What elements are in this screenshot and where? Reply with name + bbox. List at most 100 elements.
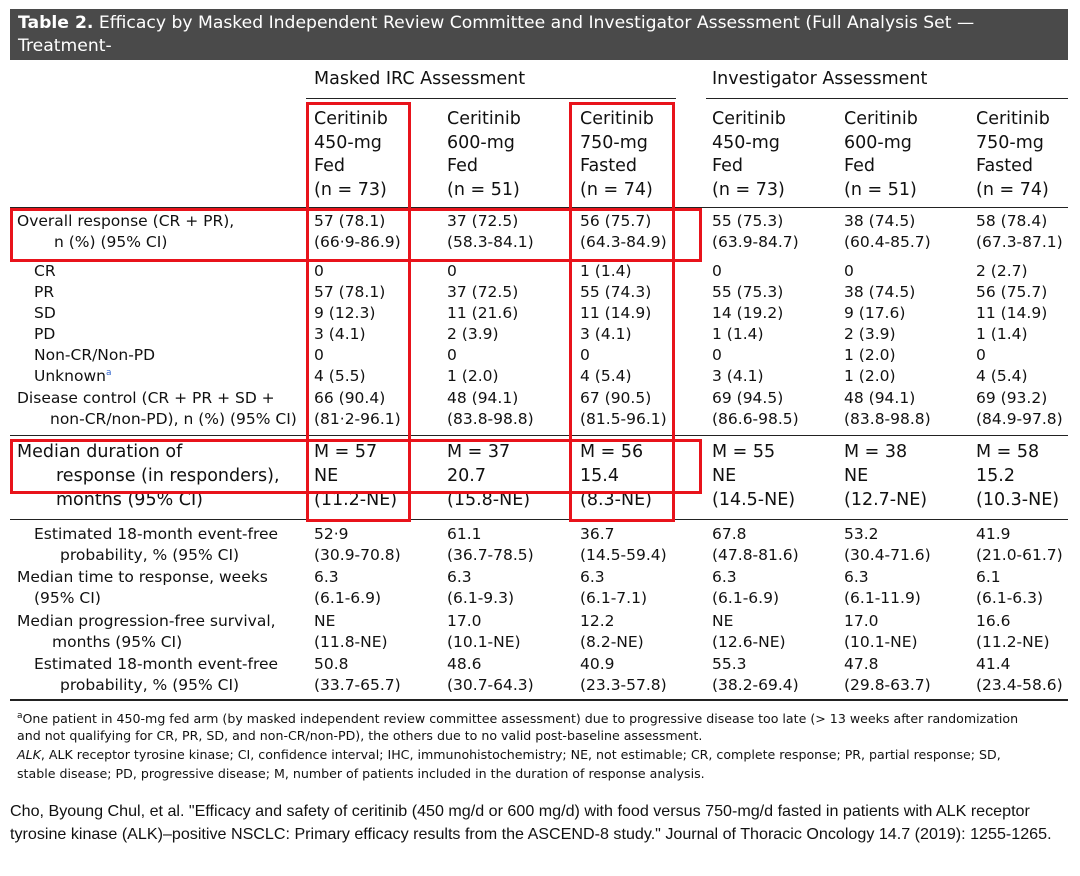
table-cell: (33.7-65.7): [314, 676, 401, 694]
footnote-a-line2: and not qualifying for CR, PR, SD, and n…: [17, 728, 703, 743]
table-cell: 15.4: [580, 466, 619, 486]
row-label: CR: [34, 262, 56, 280]
table-cell: (64.3-84.9): [580, 233, 667, 251]
table-cell: 55 (75.3): [712, 283, 784, 301]
table-cell: (86.6-98.5): [712, 410, 799, 428]
table-cell: 0: [712, 262, 722, 280]
table-cell: 48 (94.1): [844, 389, 916, 407]
row-label: Disease control (CR + PR + SD +: [17, 389, 275, 407]
table-title-line2a: Naive Patients Who Are: [18, 59, 225, 79]
row-label: Overall response (CR + PR),: [17, 212, 235, 230]
footnote-marker: a: [17, 711, 23, 721]
table-cell: (6.1-7.1): [580, 589, 647, 607]
table-cell: (14.5-59.4): [580, 546, 667, 564]
table-cell: (84.9-97.8): [976, 410, 1063, 428]
table-cell: 15.2: [976, 466, 1015, 486]
table-cell: 50.8: [314, 655, 349, 673]
table-cell: 69 (94.5): [712, 389, 784, 407]
column-header: Ceritinib 600-mg Fed (n = 51): [447, 109, 521, 200]
table-cell: (15.8-NE): [447, 490, 531, 510]
table-cell: 38 (74.5): [844, 283, 916, 301]
table-cell: 4 (5.4): [580, 367, 632, 385]
row-label: Median duration of: [17, 442, 183, 462]
table-cell: 47.8: [844, 655, 879, 673]
table-cell: 11 (21.6): [447, 304, 519, 322]
row-label: SD: [34, 304, 56, 322]
table-cell: (6.1-6.9): [712, 589, 779, 607]
table-cell: NE: [712, 466, 737, 486]
table-cell: (11.2-NE): [314, 490, 398, 510]
table-cell: 48 (94.1): [447, 389, 519, 407]
row-label: Estimated 18-month event-free: [34, 655, 279, 673]
divider: [10, 699, 1068, 701]
table-cell: (12.7-NE): [844, 490, 928, 510]
table-cell: NE: [844, 466, 869, 486]
table-cell: (47.8-81.6): [712, 546, 799, 564]
table-cell: 0: [447, 346, 457, 364]
column-header: Ceritinib 450-mg Fed (n = 73): [712, 109, 786, 200]
table-cell: 0: [580, 346, 590, 364]
table-cell: 17.0: [844, 612, 879, 630]
group-underline-investigator: [706, 98, 1068, 99]
table-cell: (6.1-9.3): [447, 589, 514, 607]
table-cell: 56 (75.7): [580, 212, 652, 230]
table-cell: 58 (78.4): [976, 212, 1048, 230]
divider: [10, 435, 1068, 436]
table-cell: 55 (75.3): [712, 212, 784, 230]
column-header: Ceritinib 750-mg Fasted (n = 74): [976, 109, 1050, 200]
table-title-line2b: -Positive by IHC, n = 198): [257, 59, 479, 79]
table-cell: 9 (12.3): [314, 304, 376, 322]
divider: [10, 519, 1068, 520]
row-label: Unknowna: [34, 367, 112, 385]
table-cell: 1 (1.4): [976, 325, 1028, 343]
table-cell: 1 (1.4): [712, 325, 764, 343]
table-cell: 38 (74.5): [844, 212, 916, 230]
table-cell: 0: [447, 262, 457, 280]
table-cell: (10.3-NE): [976, 490, 1060, 510]
row-label: PD: [34, 325, 56, 343]
group-header-irc: Masked IRC Assessment: [314, 69, 526, 89]
row-label: Non-CR/Non-PD: [34, 346, 156, 364]
table-cell: 3 (4.1): [712, 367, 764, 385]
table-title: Table 2. Efficacy by Masked Independent …: [10, 9, 1068, 79]
table-cell: NE: [712, 612, 734, 630]
table-cell: 1 (2.0): [844, 367, 896, 385]
table-cell: (63.9-84.7): [712, 233, 799, 251]
footnote-marker: a: [105, 367, 112, 378]
row-label: non-CR/non-PD), n (%) (95% CI): [50, 410, 297, 428]
table-cell: (8.3-NE): [580, 490, 652, 510]
table-cell: 6.3: [844, 568, 869, 586]
row-label: months (95% CI): [56, 490, 203, 510]
footnote-a-line1: aOne patient in 450-mg fed arm (by maske…: [17, 711, 1019, 727]
table-cell: 3 (4.1): [580, 325, 632, 343]
table-cell: 0: [844, 262, 854, 280]
column-header: Ceritinib 450-mg Fed (n = 73): [314, 109, 388, 200]
table-cell: 41.9: [976, 525, 1011, 543]
table-cell: 1 (1.4): [580, 262, 632, 280]
table-cell: 67 (90.5): [580, 389, 652, 407]
table-cell: M = 37: [447, 442, 511, 462]
table-cell: (21.0-61.7): [976, 546, 1063, 564]
table-cell: (11.8-NE): [314, 633, 388, 651]
table-cell: (6.1-11.9): [844, 589, 921, 607]
table-cell: 6.3: [314, 568, 339, 586]
table-cell: 57 (78.1): [314, 212, 386, 230]
table-cell: 11 (14.9): [580, 304, 652, 322]
table-cell: M = 56: [580, 442, 644, 462]
table-cell: 41.4: [976, 655, 1011, 673]
table-cell: (38.2-69.4): [712, 676, 799, 694]
table-cell: (67.3-87.1): [976, 233, 1063, 251]
column-header: Ceritinib 600-mg Fed (n = 51): [844, 109, 918, 200]
row-label: probability, % (95% CI): [60, 546, 240, 564]
footnote-abbr-line2: stable disease; PD, progressive disease;…: [17, 766, 705, 781]
table-cell: 2 (3.9): [447, 325, 499, 343]
table-cell: M = 38: [844, 442, 908, 462]
table-cell: (58.3-84.1): [447, 233, 534, 251]
table-cell: 0: [976, 346, 986, 364]
table-cell: (81·2-96.1): [314, 410, 401, 428]
table-cell: 61.1: [447, 525, 482, 543]
table-cell: (10.1-NE): [844, 633, 918, 651]
table-cell: 1 (2.0): [447, 367, 499, 385]
row-label: (95% CI): [34, 589, 101, 607]
citation: Cho, Byoung Chul, et al. "Efficacy and s…: [10, 802, 1052, 843]
